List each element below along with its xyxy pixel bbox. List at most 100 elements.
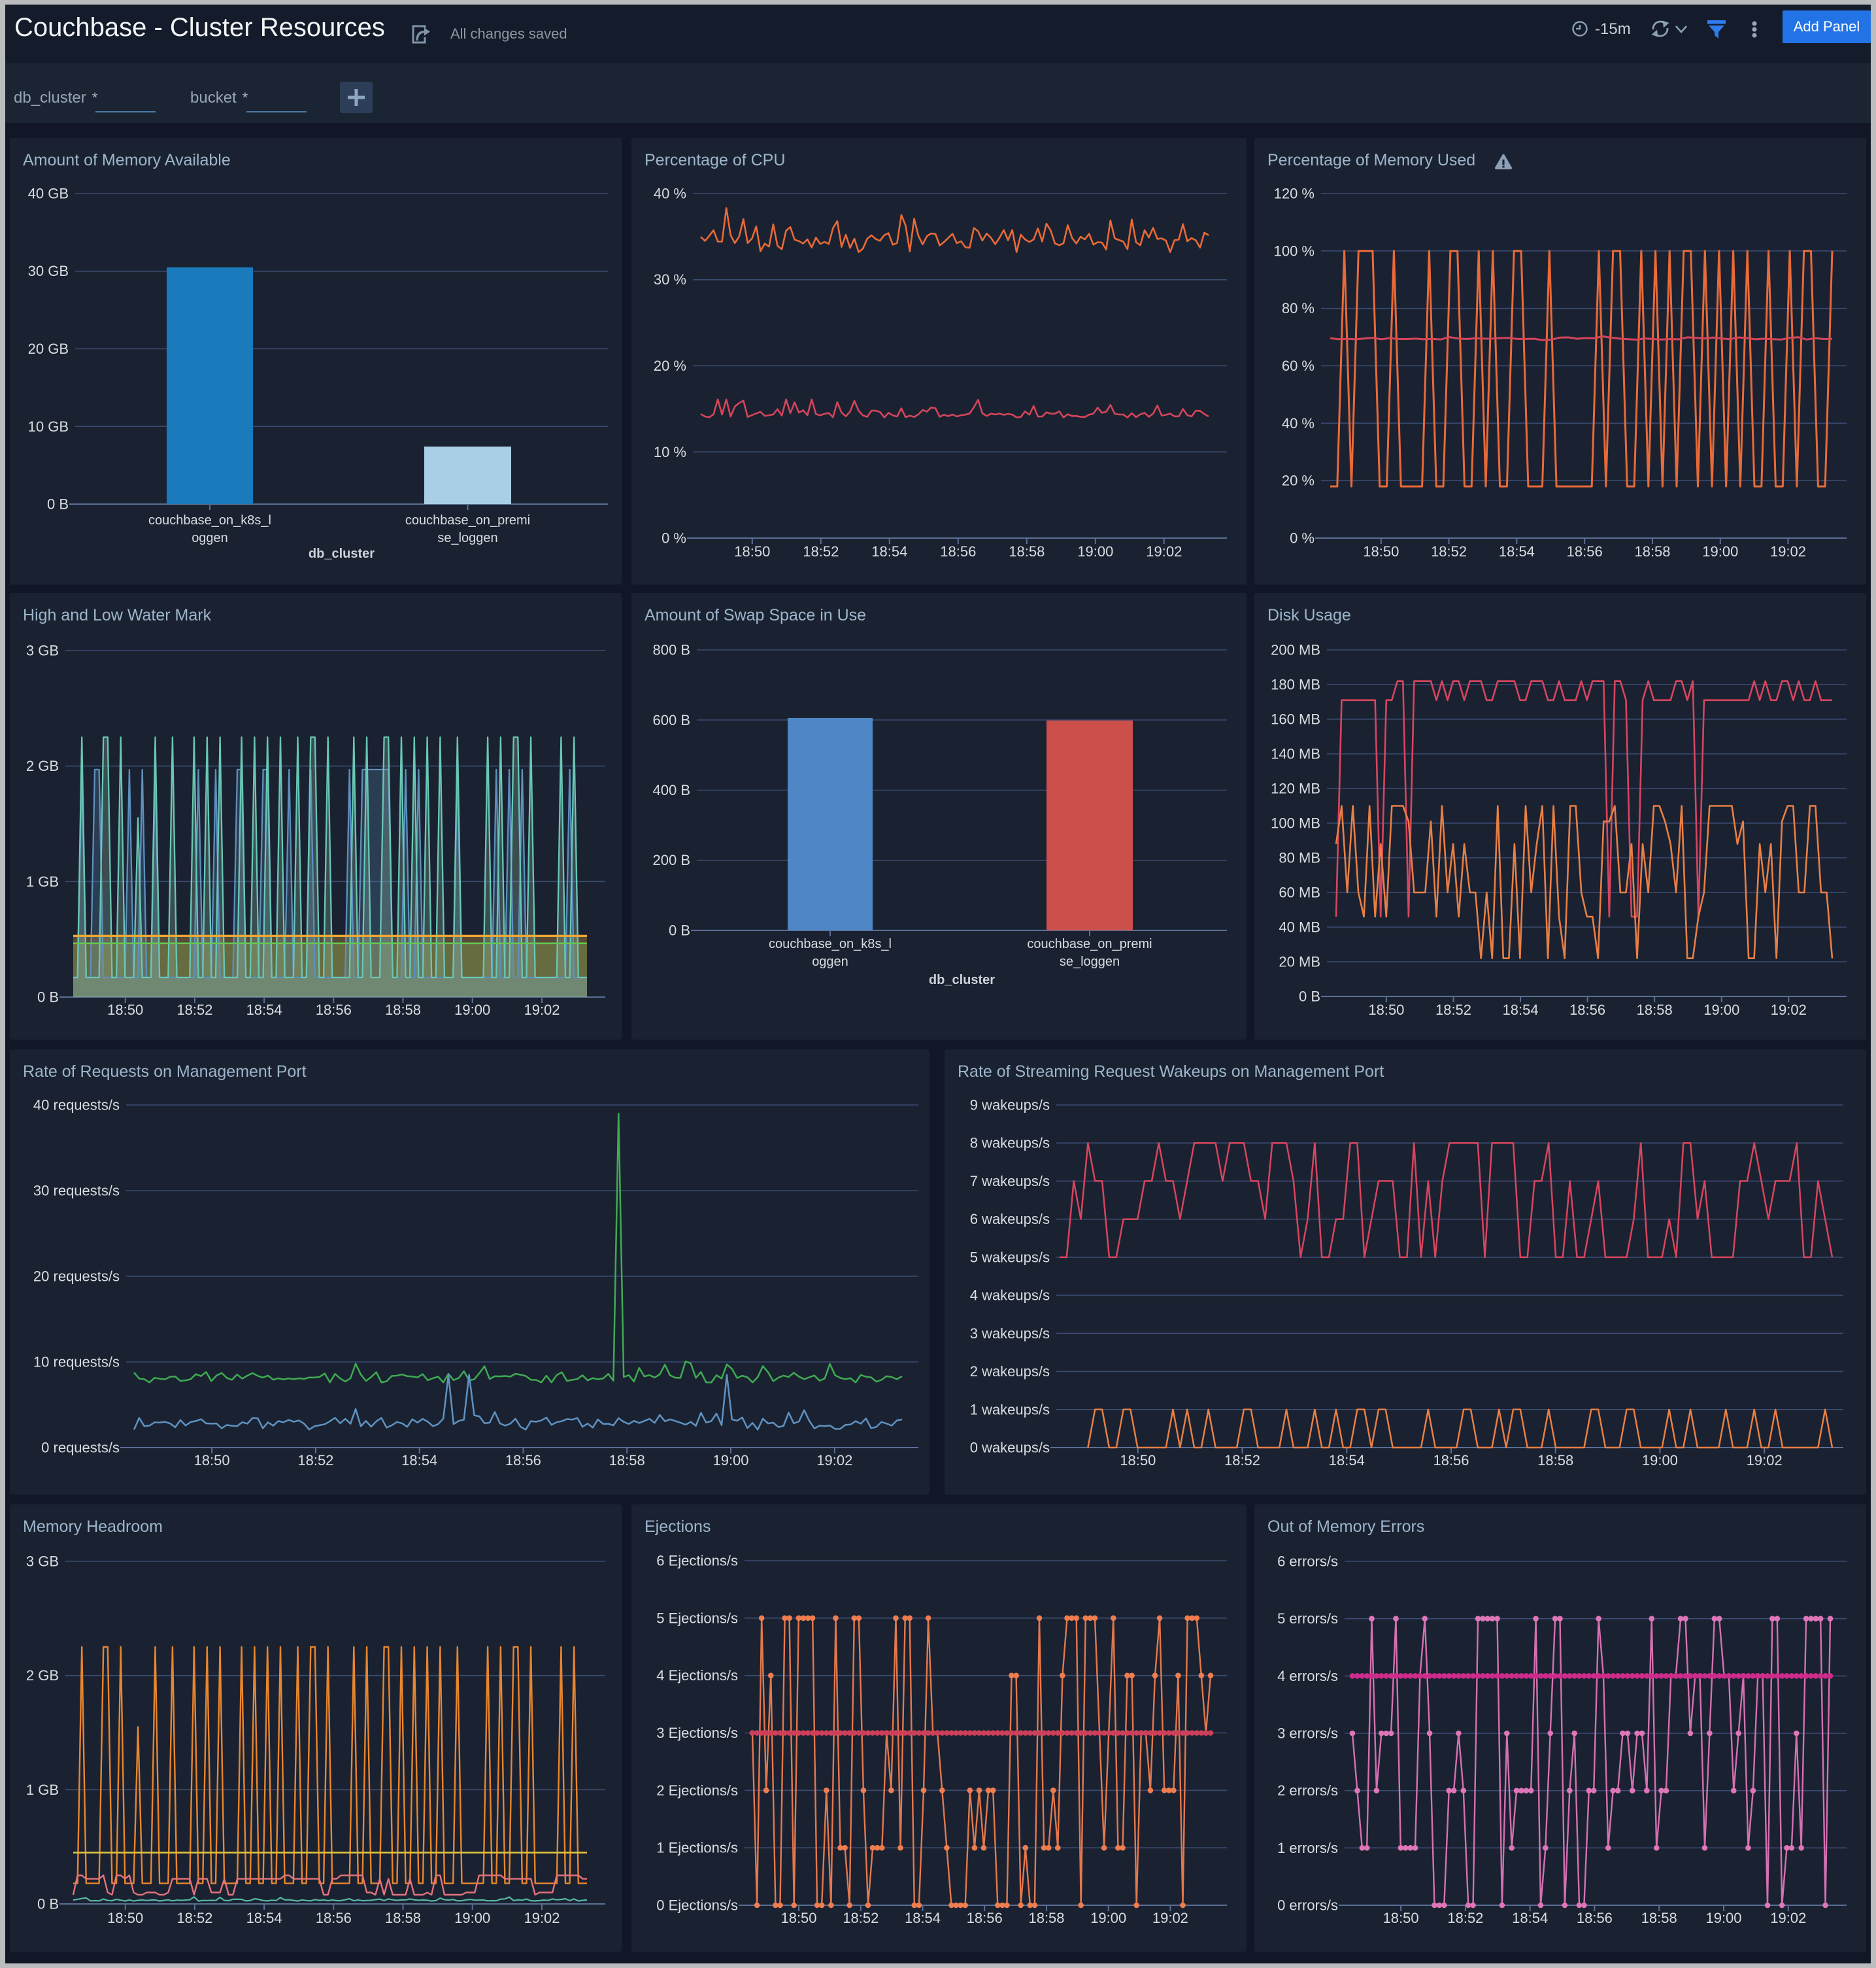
svg-text:18:54: 18:54 — [246, 1002, 282, 1018]
svg-text:10 %: 10 % — [654, 444, 686, 460]
svg-text:8 wakeups/s: 8 wakeups/s — [970, 1135, 1050, 1151]
svg-text:4 errors/s: 4 errors/s — [1277, 1668, 1338, 1684]
svg-text:0 B: 0 B — [1299, 989, 1320, 1005]
svg-text:19:02: 19:02 — [1770, 1910, 1806, 1926]
svg-text:0 B: 0 B — [37, 1896, 59, 1912]
svg-text:2 GB: 2 GB — [26, 1667, 59, 1684]
svg-text:100 %: 100 % — [1274, 243, 1315, 259]
svg-text:18:58: 18:58 — [1009, 543, 1045, 560]
svg-text:0 wakeups/s: 0 wakeups/s — [970, 1440, 1050, 1456]
svg-text:180 MB: 180 MB — [1271, 677, 1320, 693]
svg-text:100 MB: 100 MB — [1271, 815, 1320, 832]
svg-text:60 MB: 60 MB — [1279, 885, 1320, 901]
svg-text:0 Ejections/s: 0 Ejections/s — [656, 1897, 738, 1914]
svg-text:19:02: 19:02 — [524, 1002, 560, 1018]
svg-text:80 %: 80 % — [1282, 300, 1315, 316]
svg-text:18:58: 18:58 — [1634, 543, 1670, 560]
svg-text:5 errors/s: 5 errors/s — [1277, 1610, 1338, 1627]
svg-text:2 wakeups/s: 2 wakeups/s — [970, 1363, 1050, 1380]
svg-text:6 wakeups/s: 6 wakeups/s — [970, 1211, 1050, 1227]
svg-text:160 MB: 160 MB — [1271, 711, 1320, 728]
svg-text:1 GB: 1 GB — [26, 874, 59, 890]
svg-text:se_loggen: se_loggen — [437, 531, 497, 545]
svg-text:18:52: 18:52 — [176, 1002, 212, 1018]
svg-text:0 %: 0 % — [662, 530, 686, 547]
svg-text:18:54: 18:54 — [1512, 1910, 1548, 1926]
svg-text:18:54: 18:54 — [1329, 1452, 1365, 1468]
svg-text:2 errors/s: 2 errors/s — [1277, 1782, 1338, 1799]
svg-text:db_cluster: db_cluster — [929, 973, 995, 987]
svg-text:3 GB: 3 GB — [26, 643, 59, 659]
svg-text:18:58: 18:58 — [385, 1002, 421, 1018]
svg-text:couchbase_on_premi: couchbase_on_premi — [405, 513, 530, 528]
svg-text:19:00: 19:00 — [1642, 1452, 1678, 1468]
svg-text:0 errors/s: 0 errors/s — [1277, 1897, 1338, 1914]
svg-text:600 B: 600 B — [653, 712, 691, 728]
svg-text:18:52: 18:52 — [1224, 1452, 1260, 1468]
svg-text:10 requests/s: 10 requests/s — [33, 1354, 120, 1370]
svg-text:couchbase_on_k8s_l: couchbase_on_k8s_l — [769, 937, 892, 951]
svg-text:400 B: 400 B — [653, 782, 691, 798]
svg-text:6 Ejections/s: 6 Ejections/s — [656, 1553, 738, 1569]
svg-text:30 requests/s: 30 requests/s — [33, 1183, 120, 1199]
svg-text:19:00: 19:00 — [1705, 1910, 1741, 1926]
svg-text:30 GB: 30 GB — [28, 263, 69, 279]
svg-text:19:00: 19:00 — [1702, 543, 1738, 560]
svg-text:18:50: 18:50 — [1363, 543, 1399, 560]
svg-text:2 GB: 2 GB — [26, 758, 59, 774]
svg-text:18:54: 18:54 — [1503, 1002, 1539, 1018]
svg-text:200 B: 200 B — [653, 852, 691, 868]
svg-text:18:56: 18:56 — [1577, 1910, 1613, 1926]
svg-text:0 B: 0 B — [669, 923, 690, 939]
svg-text:oggen: oggen — [812, 955, 848, 969]
svg-text:couchbase_on_premi: couchbase_on_premi — [1027, 937, 1152, 951]
svg-text:19:00: 19:00 — [454, 1002, 490, 1018]
svg-text:18:56: 18:56 — [1567, 543, 1603, 560]
svg-text:5 wakeups/s: 5 wakeups/s — [970, 1249, 1050, 1265]
svg-text:18:54: 18:54 — [1499, 543, 1535, 560]
svg-text:18:56: 18:56 — [505, 1452, 541, 1468]
svg-text:120 MB: 120 MB — [1271, 781, 1320, 797]
svg-text:20 requests/s: 20 requests/s — [33, 1268, 120, 1285]
svg-text:20 %: 20 % — [1282, 473, 1315, 489]
svg-text:18:56: 18:56 — [1569, 1002, 1605, 1018]
svg-text:3 errors/s: 3 errors/s — [1277, 1725, 1338, 1742]
svg-text:18:50: 18:50 — [194, 1452, 230, 1468]
svg-text:19:02: 19:02 — [524, 1910, 560, 1926]
svg-text:19:02: 19:02 — [816, 1452, 852, 1468]
svg-text:19:00: 19:00 — [1703, 1002, 1739, 1018]
svg-text:7 wakeups/s: 7 wakeups/s — [970, 1173, 1050, 1189]
svg-text:19:02: 19:02 — [1152, 1910, 1188, 1926]
svg-text:18:56: 18:56 — [316, 1910, 352, 1926]
svg-text:18:52: 18:52 — [803, 543, 839, 560]
svg-text:18:54: 18:54 — [246, 1910, 282, 1926]
svg-text:18:52: 18:52 — [843, 1910, 879, 1926]
svg-text:200 MB: 200 MB — [1271, 642, 1320, 658]
svg-text:19:00: 19:00 — [712, 1452, 748, 1468]
svg-text:30 %: 30 % — [654, 271, 686, 288]
svg-text:18:50: 18:50 — [1368, 1002, 1404, 1018]
svg-text:18:52: 18:52 — [1447, 1910, 1483, 1926]
svg-text:20 GB: 20 GB — [28, 341, 69, 357]
svg-text:18:54: 18:54 — [905, 1910, 941, 1926]
svg-text:20 %: 20 % — [654, 358, 686, 374]
svg-text:18:58: 18:58 — [1637, 1002, 1673, 1018]
svg-text:18:56: 18:56 — [316, 1002, 352, 1018]
svg-text:140 MB: 140 MB — [1271, 746, 1320, 762]
svg-text:1 GB: 1 GB — [26, 1782, 59, 1798]
svg-text:40 requests/s: 40 requests/s — [33, 1097, 120, 1113]
svg-text:19:00: 19:00 — [1090, 1910, 1126, 1926]
svg-text:18:54: 18:54 — [871, 543, 907, 560]
svg-text:18:52: 18:52 — [176, 1910, 212, 1926]
svg-text:19:02: 19:02 — [1146, 543, 1182, 560]
svg-text:18:50: 18:50 — [1383, 1910, 1419, 1926]
svg-text:18:58: 18:58 — [1537, 1452, 1573, 1468]
svg-text:18:50: 18:50 — [1120, 1452, 1156, 1468]
svg-text:18:56: 18:56 — [1433, 1452, 1469, 1468]
svg-text:19:02: 19:02 — [1747, 1452, 1783, 1468]
svg-text:120 %: 120 % — [1274, 186, 1315, 202]
svg-text:18:58: 18:58 — [1641, 1910, 1677, 1926]
svg-text:oggen: oggen — [192, 531, 228, 545]
svg-text:60 %: 60 % — [1282, 358, 1315, 374]
svg-text:18:52: 18:52 — [1435, 1002, 1471, 1018]
